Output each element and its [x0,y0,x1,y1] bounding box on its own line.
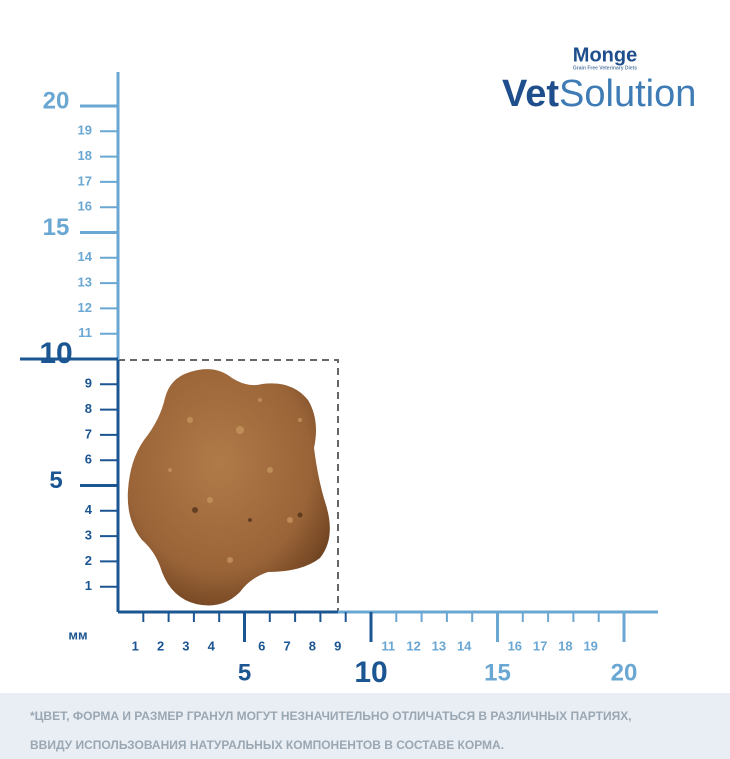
y-tick-label: 13 [78,275,92,290]
x-tick-label: 2 [157,638,164,653]
brand-name-bold: Vet [502,73,559,115]
x-tick-label: 11 [381,638,395,653]
y-tick-label: 7 [85,426,92,441]
x-tick-label: 8 [309,638,316,653]
y-tick-label: 9 [85,376,92,391]
brand-name: VetSolution [502,73,696,115]
x-major-label: 5 [238,659,251,686]
disclaimer-bar [0,693,730,759]
y-tick-label: 6 [85,452,92,467]
x-tick-label: 14 [457,638,472,653]
disclaimer-line: *ЦВЕТ, ФОРМА И РАЗМЕР ГРАНУЛ МОГУТ НЕЗНА… [30,709,632,723]
y-major-label: 10 [39,337,72,370]
x-tick-label: 4 [208,638,216,653]
kibble-texture [168,398,302,563]
y-tick-label: 4 [85,502,93,517]
y-tick-label: 2 [85,553,92,568]
x-tick-label: 17 [533,638,547,653]
x-major-label: 20 [611,659,638,686]
x-major-label: 10 [354,656,387,689]
y-tick-label: 1 [85,578,92,593]
y-tick-label: 8 [85,401,92,416]
y-tick-label: 18 [78,148,92,163]
x-major-label: 15 [484,659,511,686]
y-major-label: 5 [49,467,62,494]
x-tick-label: 18 [558,638,572,653]
y-tick-label: 16 [78,199,92,214]
disclaimer-line: ВВИДУ ИСПОЛЬЗОВАНИЯ НАТУРАЛЬНЫХ КОМПОНЕН… [30,738,504,752]
y-tick-label: 12 [78,300,92,315]
x-tick-label: 6 [258,638,265,653]
brand-tagline: Grain Free Veterinary Diets [573,65,637,71]
y-tick-label: 3 [85,528,92,543]
kibble [127,369,330,606]
x-tick-label: 1 [132,638,139,653]
y-tick-label: 17 [78,173,92,188]
x-tick-label: 9 [334,638,341,653]
y-tick-label: 19 [78,123,92,138]
y-tick-label: 11 [78,325,92,340]
x-tick-label: 7 [283,638,290,653]
x-tick-label: 3 [182,638,189,653]
y-tick-label: 14 [78,249,93,264]
x-tick-label: 16 [508,638,522,653]
brand-maker: Monge [573,44,637,66]
brand-name-light: Solution [559,73,696,115]
x-tick-label: 19 [583,638,597,653]
unit-label: мм [68,627,87,642]
x-tick-label: 13 [432,638,446,653]
x-tick-label: 12 [406,638,420,653]
y-major-label: 15 [43,214,70,241]
y-major-label: 20 [43,87,70,114]
